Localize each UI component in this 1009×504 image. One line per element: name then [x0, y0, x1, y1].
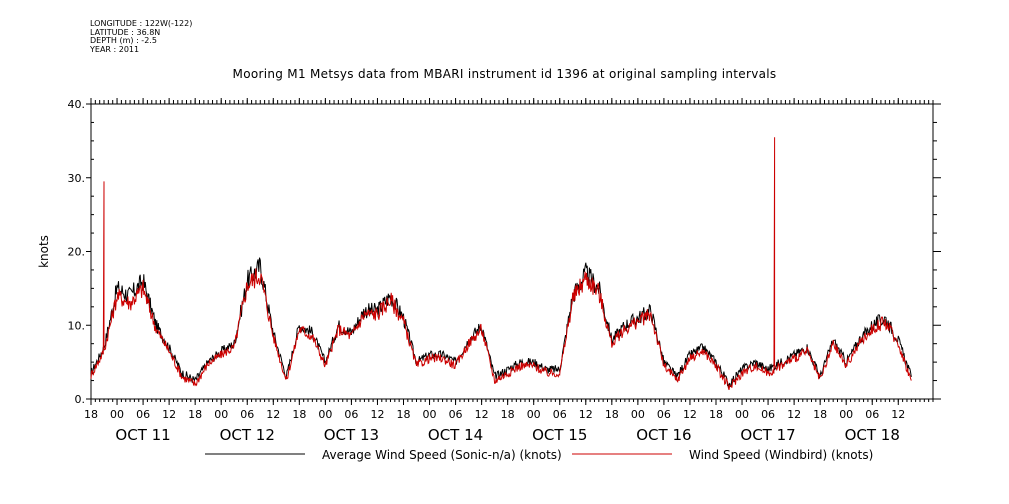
series-line-1	[90, 137, 912, 391]
y-tick-label: 0.	[75, 393, 86, 406]
meta-longitude: LONGITUDE : 122W(-122)	[90, 19, 193, 28]
x-hour-label: 12	[579, 408, 593, 421]
x-day-label: OCT 11	[115, 426, 170, 444]
y-tick-label: 10.	[68, 319, 86, 332]
x-day-label: OCT 15	[532, 426, 587, 444]
x-day-label: OCT 18	[845, 426, 900, 444]
x-hour-label: 18	[605, 408, 619, 421]
x-day-label: OCT 12	[220, 426, 275, 444]
x-hour-label: 00	[110, 408, 124, 421]
chart-title: Mooring M1 Metsys data from MBARI instru…	[232, 67, 777, 81]
x-hour-label: 00	[423, 408, 437, 421]
x-hour-label: 12	[266, 408, 280, 421]
meta-year: YEAR : 2011	[90, 44, 140, 54]
x-hour-label: 18	[813, 408, 827, 421]
series-line-0	[90, 257, 912, 388]
x-hour-label: 12	[162, 408, 176, 421]
x-hour-label: 06	[865, 408, 879, 421]
legend-label-windbird: Wind Speed (Windbird) (knots)	[689, 448, 873, 462]
x-hour-label: 12	[683, 408, 697, 421]
x-hour-label: 18	[396, 408, 410, 421]
x-hour-label: 06	[344, 408, 358, 421]
y-tick-label: 30.	[68, 172, 86, 185]
x-hour-label: 06	[761, 408, 775, 421]
x-day-label: OCT 16	[636, 426, 691, 444]
x-day-label: OCT 13	[324, 426, 379, 444]
y-axis-label: knots	[37, 235, 51, 268]
x-hour-label: 00	[735, 408, 749, 421]
x-hour-label: 12	[370, 408, 384, 421]
x-hour-label: 00	[527, 408, 541, 421]
x-hour-label: 18	[84, 408, 98, 421]
meta-depth: DEPTH (m) : -2.5	[90, 36, 157, 45]
x-hour-label: 06	[449, 408, 463, 421]
x-hour-label: 12	[475, 408, 489, 421]
x-day-label: OCT 14	[428, 426, 483, 444]
x-hour-label: 18	[292, 408, 306, 421]
x-hour-label: 00	[631, 408, 645, 421]
x-hour-label: 00	[214, 408, 228, 421]
x-hour-label: 06	[240, 408, 254, 421]
y-tick-label: 40.	[68, 98, 86, 111]
x-hour-label: 06	[657, 408, 671, 421]
x-hour-label: 18	[501, 408, 515, 421]
x-hour-label: 00	[318, 408, 332, 421]
x-hour-label: 12	[891, 408, 905, 421]
x-hour-label: 12	[787, 408, 801, 421]
x-hour-label: 00	[839, 408, 853, 421]
x-day-label: OCT 17	[740, 426, 795, 444]
chart-axes: 0. 10. 20. 30. 40. knots 18 00 06 12 18 00 06 12 18 00 0…	[37, 98, 941, 444]
x-hour-label: 06	[553, 408, 567, 421]
chart-legend: Average Wind Speed (Sonic-n/a) (knots) Wi…	[205, 448, 873, 462]
x-hour-label: 18	[709, 408, 723, 421]
legend-label-average-wind: Average Wind Speed (Sonic-n/a) (knots)	[322, 448, 562, 462]
chart-series	[90, 137, 912, 391]
x-hour-label: 06	[136, 408, 150, 421]
y-tick-label: 20.	[68, 246, 86, 259]
station-metadata: LONGITUDE : 122W(-122) LATITUDE : 36.8N …	[90, 19, 193, 54]
x-hour-label: 18	[188, 408, 202, 421]
meta-latitude: LATITUDE : 36.8N	[90, 27, 161, 37]
